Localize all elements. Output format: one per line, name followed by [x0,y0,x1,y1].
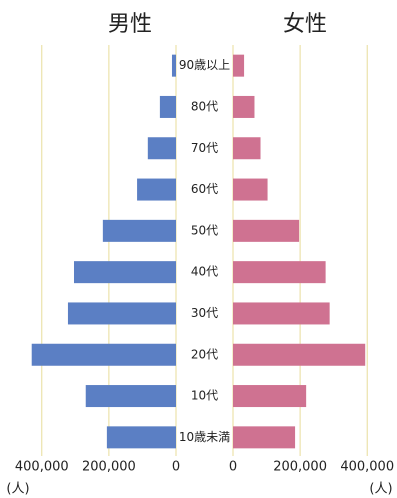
x-axis-unit: (人) [369,482,392,497]
bar [67,302,176,325]
bar [233,302,330,325]
bar [233,261,326,284]
bar [233,385,307,408]
category-label: 80代 [191,99,218,113]
bar [73,261,176,284]
series-title: 男性 [108,12,152,37]
bar [233,343,366,366]
x-tick-label: 400,000 [15,460,69,475]
x-axis-unit: (人) [6,482,29,497]
bar [159,95,176,118]
category-label: 10歳未満 [179,430,230,444]
x-tick-label: 400,000 [340,460,394,475]
bar [106,426,176,449]
x-tick-label: 0 [172,460,180,475]
bar [102,219,176,242]
bar [171,54,176,77]
bar [233,178,268,201]
bar [233,54,245,77]
series-title: 女性 [283,12,327,37]
category-label: 70代 [191,141,218,155]
category-label: 20代 [191,347,218,361]
x-tick-label: 200,000 [82,460,136,475]
bar [233,426,296,449]
bar [233,137,261,160]
bar [233,219,300,242]
category-label: 60代 [191,182,218,196]
bar [233,95,255,118]
x-tick-label: 200,000 [273,460,327,475]
category-label: 40代 [191,265,218,279]
bar [31,343,177,366]
category-label: 30代 [191,306,218,320]
category-label: 50代 [191,223,218,237]
bar [147,137,176,160]
bar [137,178,176,201]
bar [85,385,176,408]
category-label: 90歳以上 [179,58,230,72]
category-label: 10代 [191,389,218,403]
x-tick-label: 0 [229,460,237,475]
